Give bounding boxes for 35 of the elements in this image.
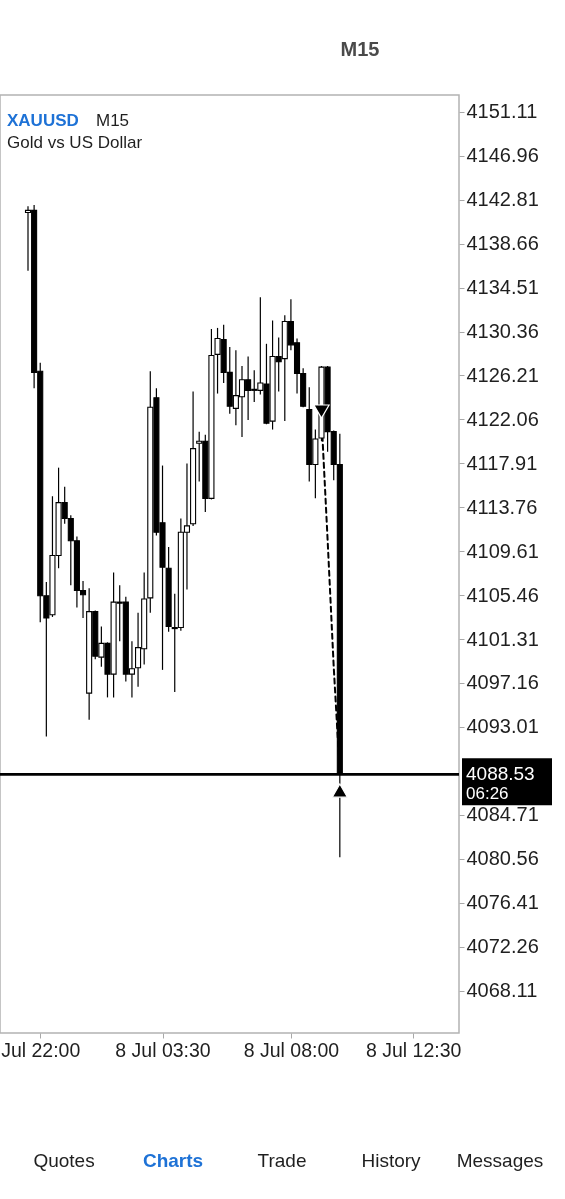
y-tick-label: 4126.21 [466,363,539,386]
ref-line-label: 4088.53 [466,763,535,785]
y-tick-label: 4142.81 [466,188,539,211]
text: Messages [456,1150,544,1171]
annotation: M15 [96,111,130,130]
x-tick-label: 8 Jul 08:00 [243,1038,340,1061]
x-tick-label: Jul 22:00 [1,1038,81,1061]
text: Charts [142,1150,204,1171]
y-tick-label: 4068.11 [466,979,538,1002]
text: Gold vs US Dollar [7,133,143,152]
y-tick-label: 4138.66 [466,232,539,255]
text: Trade [257,1150,307,1171]
y-tick-label: 4097.16 [466,671,539,694]
y-tick-label: 4072.26 [466,935,539,958]
y-tick-label: 4122.06 [466,407,539,430]
x-tick-label: 8 Jul 03:30 [115,1038,211,1061]
y-tick-label: 4146.96 [466,144,539,167]
y-tick-label: 4134.51 [466,276,539,299]
x-tick-label: 8 Jul 12:30 [366,1038,462,1061]
y-tick-label: 4084.71 [466,803,539,826]
text: XAUUSD [7,111,79,130]
y-tick-label: 4151.11 [466,100,538,123]
y-tick-label: 4130.36 [466,320,539,343]
y-tick-label: 4080.56 [466,847,539,870]
y-tick-label: 4105.46 [466,583,539,606]
text: History [361,1150,422,1171]
y-tick-label: 4093.01 [466,715,539,738]
y-tick-label: 4117.91 [466,451,538,474]
y-tick-label: 4113.76 [466,495,538,518]
text: M15 [340,38,380,60]
y-tick-label: 4076.41 [466,891,539,914]
text: 06:26 [466,784,509,804]
y-tick-label: 4101.31 [466,627,539,650]
text: Quotes [33,1150,95,1171]
y-tick-label: 4109.61 [466,539,539,562]
